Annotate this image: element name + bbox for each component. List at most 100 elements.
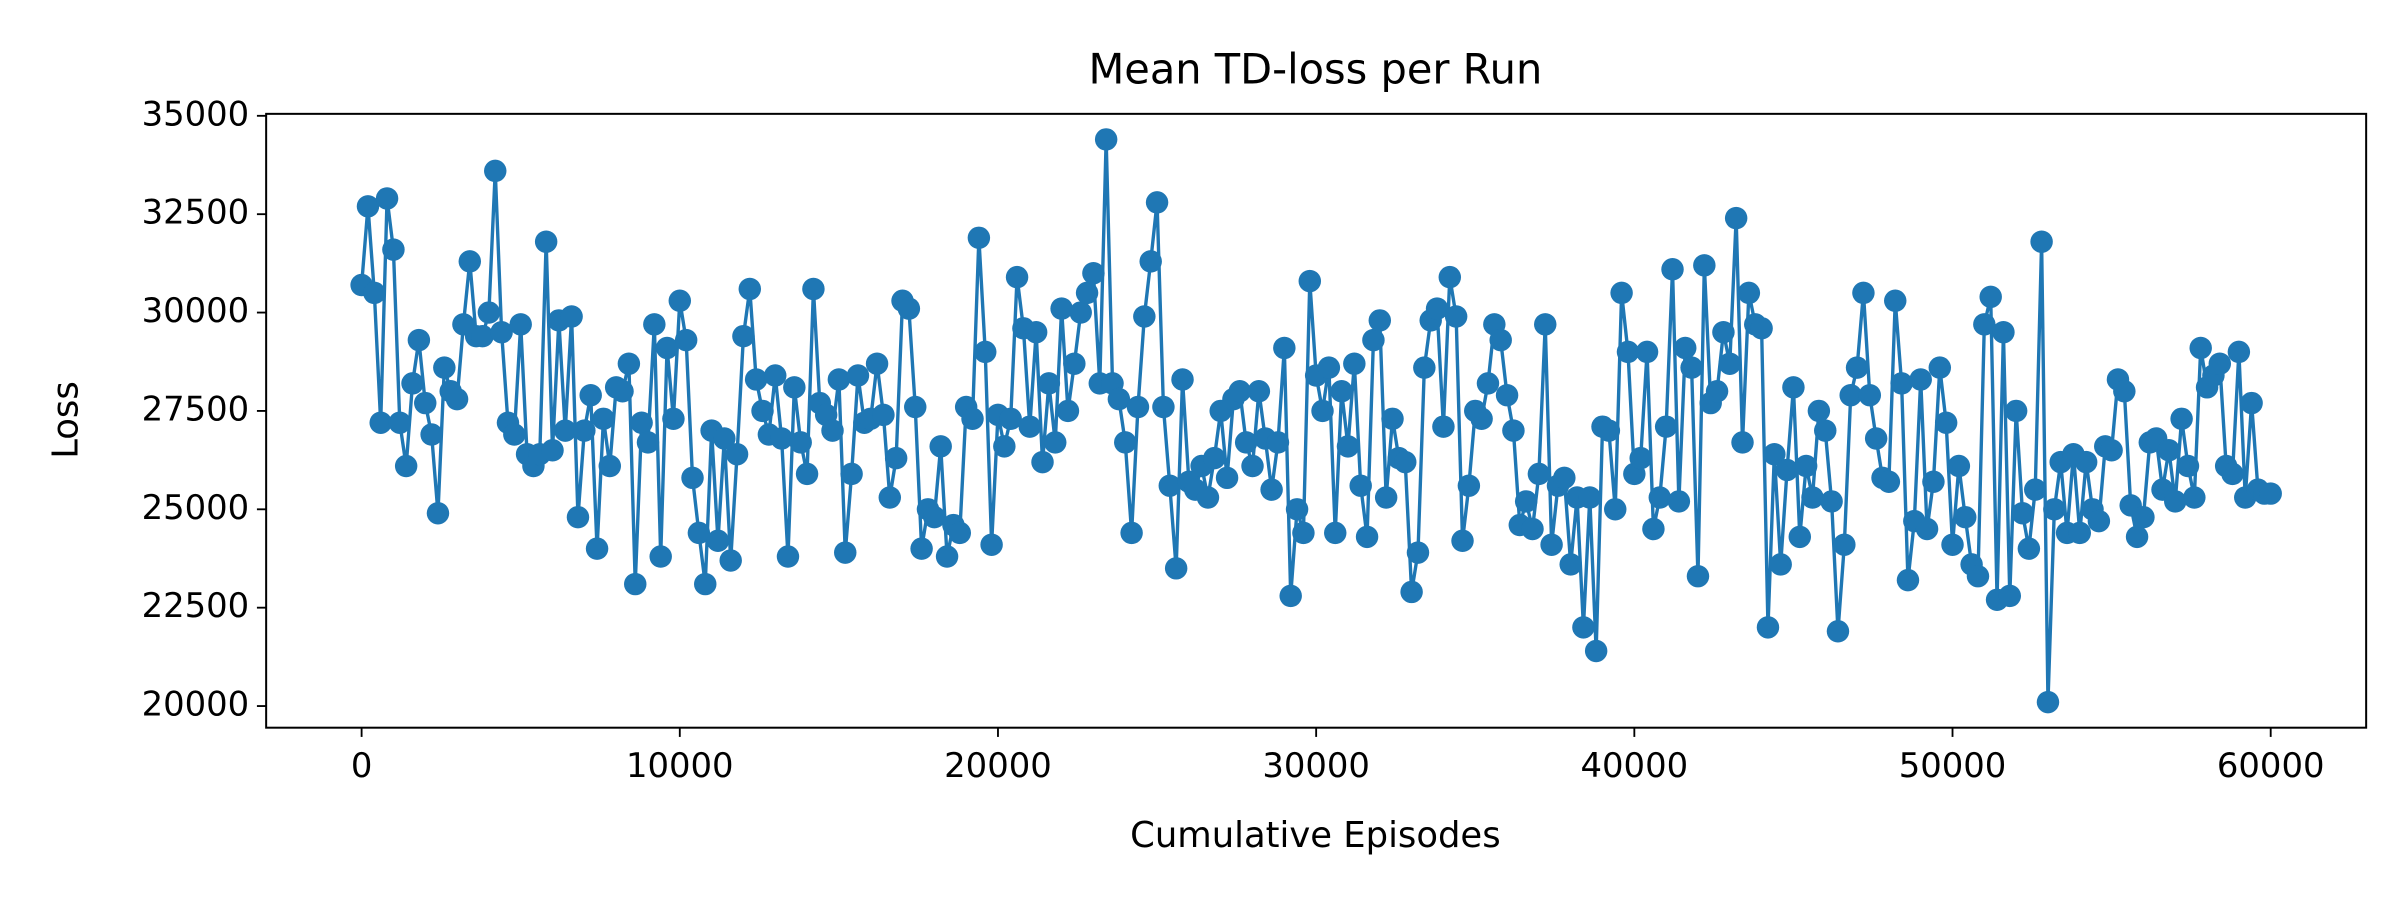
point xyxy=(1705,380,1729,403)
point xyxy=(2208,352,2232,375)
point xyxy=(1693,254,1716,277)
point xyxy=(643,313,666,336)
point xyxy=(2030,230,2053,253)
point xyxy=(2189,336,2212,360)
point xyxy=(1126,395,1150,419)
point xyxy=(1604,498,1627,521)
point xyxy=(751,399,774,423)
point xyxy=(1534,313,1557,336)
point xyxy=(1203,446,1226,470)
point xyxy=(394,454,418,478)
point xyxy=(713,427,736,450)
point xyxy=(1731,431,1754,454)
point xyxy=(1540,533,1563,556)
point xyxy=(1718,352,1742,375)
point xyxy=(1884,289,1907,312)
point xyxy=(509,313,532,336)
point xyxy=(636,431,660,454)
point xyxy=(1241,454,1264,478)
point xyxy=(1934,411,1958,434)
y-tick-label: 35000 xyxy=(142,94,250,133)
point xyxy=(445,387,469,411)
point xyxy=(1610,281,1633,305)
point xyxy=(1044,431,1067,454)
point xyxy=(1890,372,1913,395)
point xyxy=(668,289,692,312)
point xyxy=(2074,450,2098,474)
point xyxy=(401,372,424,395)
point xyxy=(1228,380,1252,403)
point xyxy=(961,407,984,431)
point xyxy=(764,364,787,387)
point xyxy=(923,505,946,529)
point xyxy=(1839,383,1862,407)
point xyxy=(624,572,647,596)
point xyxy=(611,380,634,403)
point xyxy=(1807,399,1831,423)
point xyxy=(1877,470,1901,493)
x-tick-label: 10000 xyxy=(626,746,734,785)
point xyxy=(1654,415,1678,438)
point xyxy=(541,439,564,462)
point xyxy=(1457,474,1481,497)
point xyxy=(1954,505,1977,529)
point xyxy=(534,230,558,253)
point xyxy=(1056,399,1080,423)
point xyxy=(681,466,704,490)
point xyxy=(2183,486,2206,509)
point xyxy=(1476,372,1500,395)
y-tick-label: 32500 xyxy=(142,193,250,232)
point xyxy=(1686,564,1710,588)
point xyxy=(1470,407,1493,431)
point xyxy=(407,328,431,352)
point xyxy=(878,486,902,509)
point xyxy=(630,411,653,434)
point xyxy=(1114,431,1137,454)
point xyxy=(573,419,596,442)
point xyxy=(738,277,762,301)
point xyxy=(2132,505,2155,529)
point xyxy=(1432,415,1455,438)
x-tick-label: 50000 xyxy=(1899,746,2007,785)
point xyxy=(821,419,844,442)
x-tick-label: 40000 xyxy=(1581,746,1689,785)
point xyxy=(388,411,412,434)
axes-frame xyxy=(265,112,2368,729)
x-tick-label: 30000 xyxy=(1262,746,1370,785)
point xyxy=(1152,395,1175,419)
point xyxy=(1782,376,1805,399)
x-tick-label: 20000 xyxy=(944,746,1052,785)
point xyxy=(1629,446,1652,470)
point xyxy=(484,159,507,183)
point xyxy=(1667,490,1691,513)
point xyxy=(1069,301,1092,324)
point xyxy=(655,336,679,360)
point xyxy=(827,368,851,391)
point xyxy=(1374,486,1398,509)
point xyxy=(1215,466,1239,490)
point xyxy=(2043,498,2066,521)
point xyxy=(1712,321,1735,344)
point xyxy=(1814,419,1837,442)
point xyxy=(2240,391,2263,415)
point xyxy=(592,407,615,431)
point xyxy=(795,462,819,486)
point xyxy=(1572,616,1595,639)
point xyxy=(1763,442,1786,466)
point xyxy=(1833,533,1856,556)
point xyxy=(897,297,921,320)
point xyxy=(1941,533,1964,556)
point xyxy=(840,462,863,486)
point xyxy=(490,321,513,344)
point xyxy=(1775,458,1799,482)
point xyxy=(993,435,1016,458)
point xyxy=(2011,502,2034,525)
point xyxy=(1037,372,1061,395)
point xyxy=(884,446,908,470)
point xyxy=(2068,521,2092,545)
point xyxy=(948,521,972,545)
point xyxy=(1145,191,1169,214)
point xyxy=(662,407,685,431)
point xyxy=(1858,383,1882,407)
